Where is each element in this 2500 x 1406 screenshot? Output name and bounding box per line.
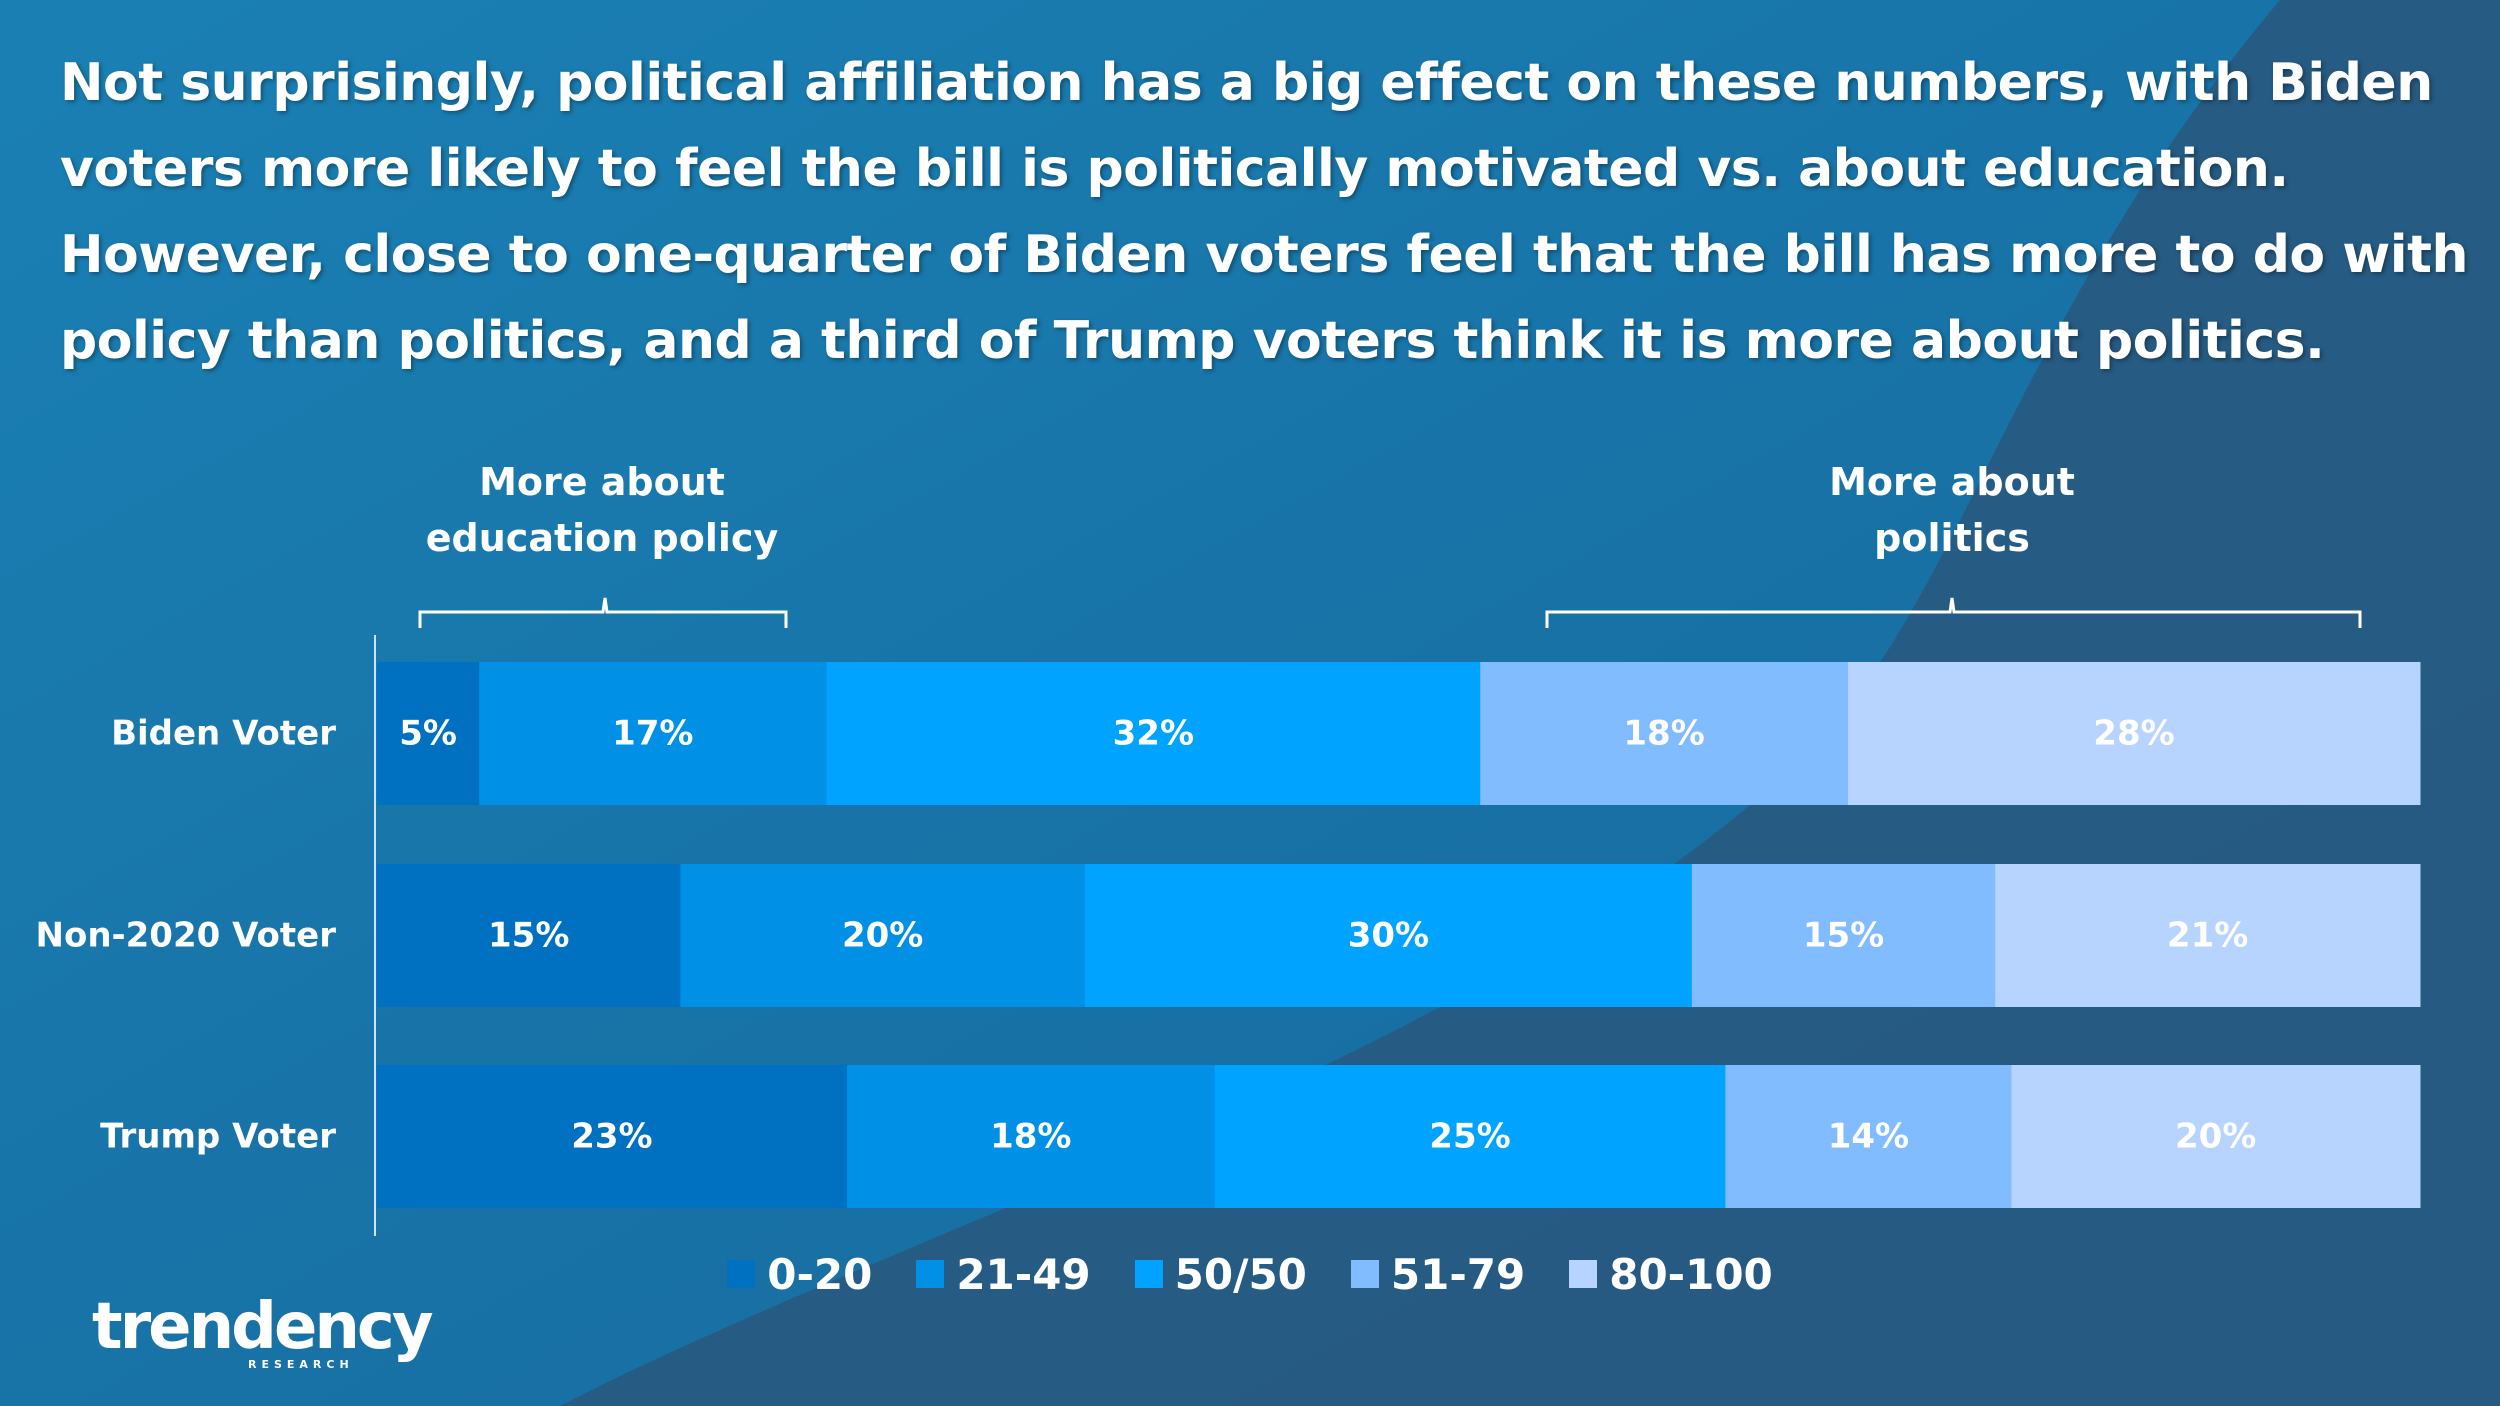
legend-item: 21-49 bbox=[916, 1249, 1091, 1299]
bar-segment bbox=[1691, 864, 1996, 1007]
logo-wordmark: trendency bbox=[92, 1290, 434, 1364]
data-label: 32% bbox=[1113, 714, 1194, 754]
legend-swatch bbox=[1134, 1260, 1163, 1288]
data-label: 30% bbox=[1348, 916, 1429, 956]
bar-segment bbox=[1847, 662, 2421, 805]
data-label: 21% bbox=[2167, 916, 2248, 956]
category-label: Non-2020 Voter bbox=[36, 916, 337, 956]
data-label: 23% bbox=[571, 1117, 652, 1157]
data-label: 15% bbox=[488, 916, 569, 956]
legend-swatch bbox=[727, 1260, 756, 1288]
group-label-education-policy: More about education policy bbox=[425, 460, 779, 560]
legend-swatch bbox=[916, 1260, 945, 1288]
bar-segment bbox=[2011, 1065, 2421, 1208]
brace-politics bbox=[1545, 597, 2362, 628]
bar-segment bbox=[846, 1065, 1216, 1208]
legend-item: 0-20 bbox=[727, 1250, 872, 1299]
trendency-logo: trendency RESEARCH bbox=[92, 1290, 434, 1380]
bar-segment bbox=[1995, 864, 2421, 1007]
bar-segment bbox=[377, 662, 480, 805]
bar-segment bbox=[377, 864, 681, 1007]
bar-segment bbox=[1725, 1065, 2012, 1208]
data-label: 5% bbox=[399, 714, 457, 754]
category-label: Biden Voter bbox=[111, 714, 336, 754]
logo-subtitle: RESEARCH bbox=[248, 1358, 354, 1371]
data-label: 18% bbox=[990, 1117, 1071, 1157]
category-label: Trump Voter bbox=[100, 1117, 336, 1157]
bar-segment bbox=[479, 662, 827, 805]
legend: 0-20 21-49 50/50 51-79 80-100 bbox=[0, 1244, 2500, 1304]
group-label-politics: More about politics bbox=[1829, 460, 2075, 560]
data-label: 17% bbox=[612, 714, 693, 754]
bar-segment bbox=[680, 864, 1086, 1007]
legend-label: 21-49 bbox=[956, 1249, 1091, 1299]
legend-item: 50/50 bbox=[1134, 1249, 1307, 1299]
data-label: 14% bbox=[1828, 1117, 1909, 1157]
data-label: 20% bbox=[842, 916, 923, 956]
data-label: 28% bbox=[2093, 714, 2174, 754]
bar-segment bbox=[1084, 864, 1693, 1007]
bar-segment bbox=[1480, 662, 1849, 805]
data-label: 15% bbox=[1803, 916, 1884, 956]
legend-label: 50/50 bbox=[1174, 1249, 1307, 1299]
bar-segment bbox=[1214, 1065, 1726, 1208]
legend-swatch bbox=[1350, 1260, 1379, 1288]
data-label: 18% bbox=[1623, 714, 1704, 754]
legend-label: 0-20 bbox=[767, 1249, 873, 1299]
legend-item: 80-100 bbox=[1569, 1250, 1773, 1299]
legend-swatch bbox=[1569, 1260, 1598, 1288]
legend-label: 80-100 bbox=[1609, 1249, 1773, 1299]
brace-education-policy bbox=[418, 597, 788, 628]
headline: Not surprisingly, political affiliation … bbox=[60, 53, 2469, 371]
bar-segment bbox=[377, 1065, 848, 1208]
legend-item: 51-79 bbox=[1350, 1249, 1526, 1299]
data-label: 25% bbox=[1429, 1117, 1510, 1157]
data-label: 20% bbox=[2175, 1117, 2256, 1157]
legend-label: 51-79 bbox=[1390, 1249, 1526, 1299]
bar-segment bbox=[826, 662, 1481, 805]
